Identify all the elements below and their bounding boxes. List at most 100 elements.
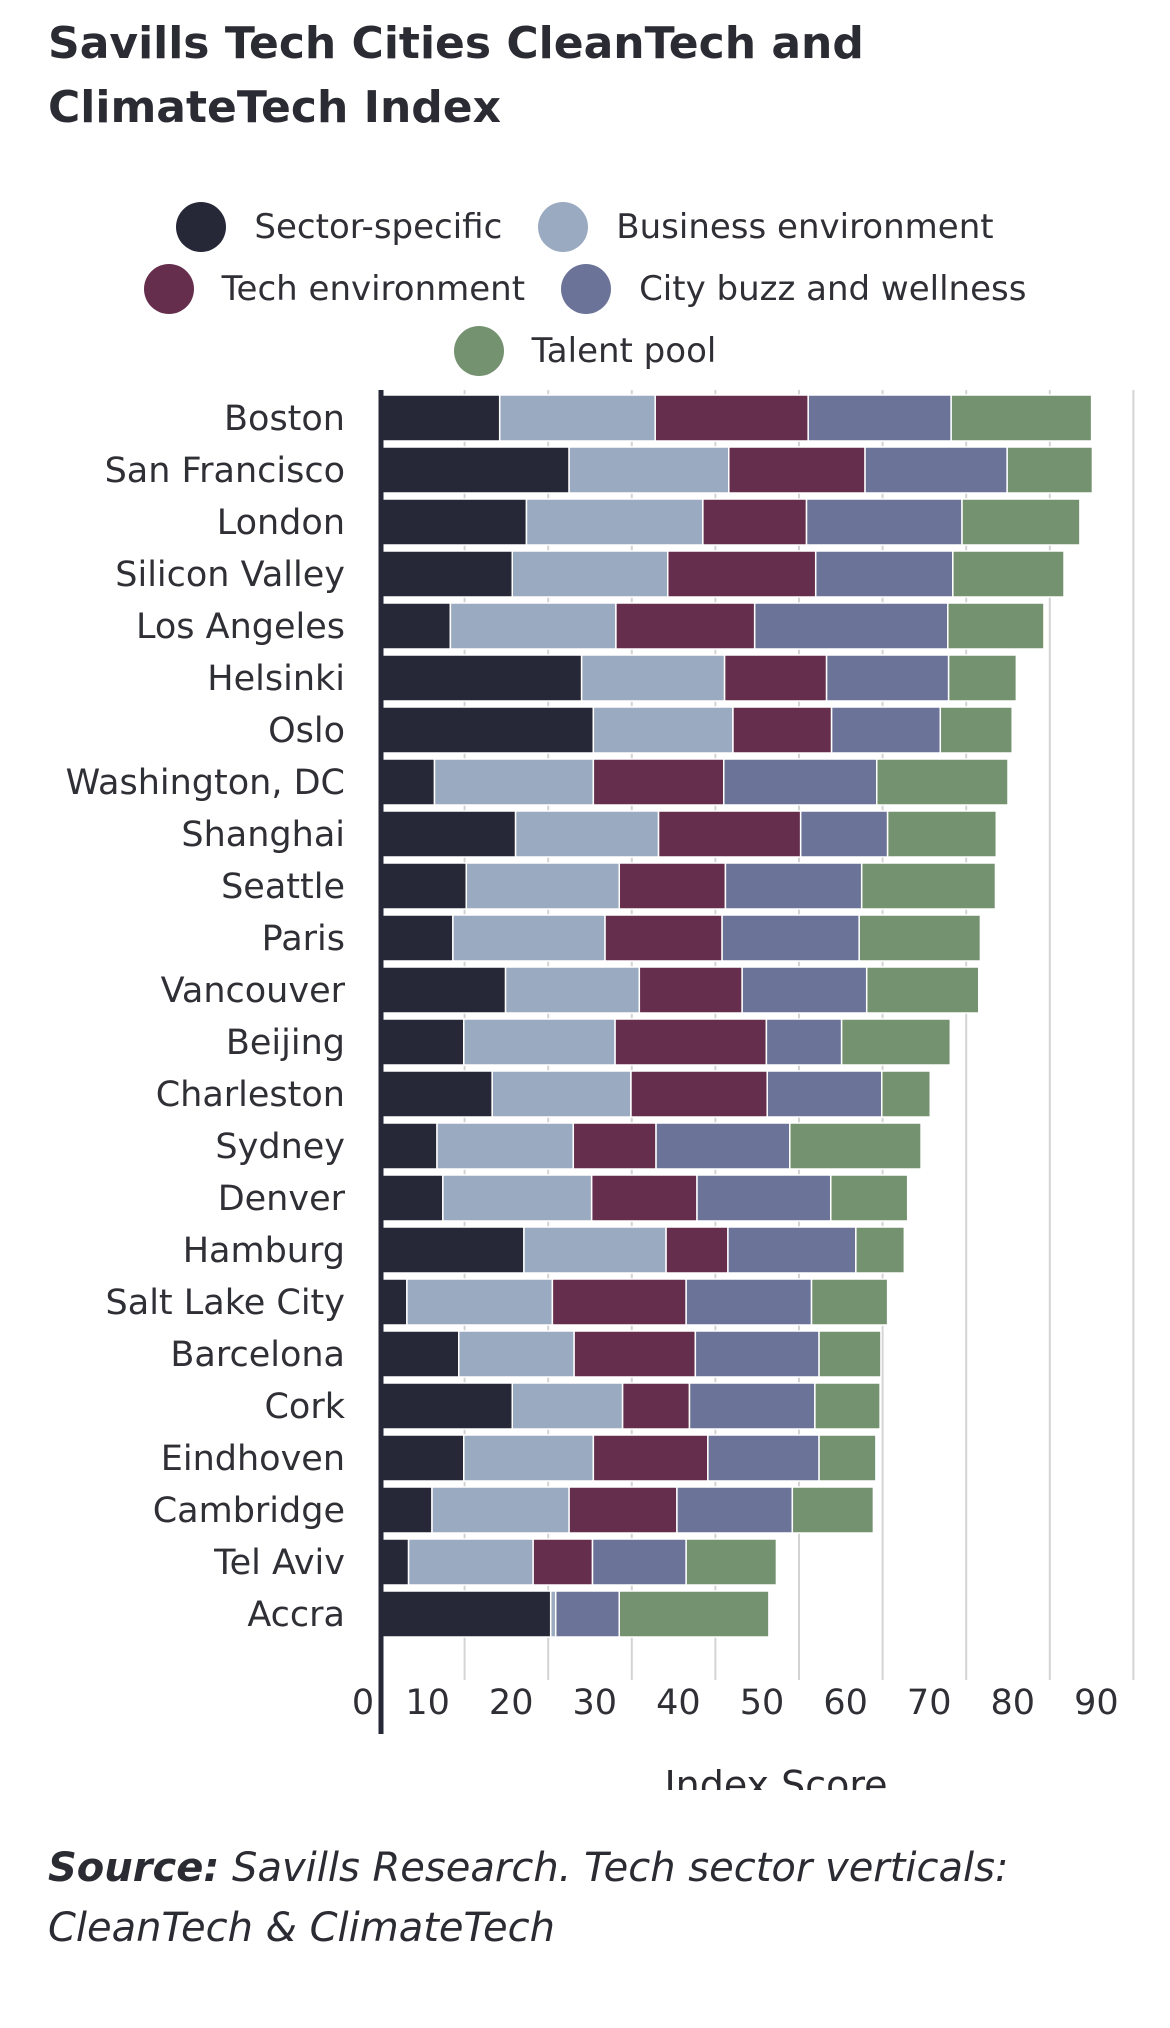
bar-san-francisco-sector-specific xyxy=(380,446,570,494)
category-label-accra: Accra xyxy=(247,1595,345,1635)
category-label-silicon-valley: Silicon Valley xyxy=(115,555,345,595)
category-label-seattle: Seattle xyxy=(221,867,345,907)
bar-san-francisco-tech-environment xyxy=(728,446,866,494)
bar-shanghai-business-environment xyxy=(514,810,660,858)
bar-oslo-talent-pool xyxy=(939,706,1013,754)
bar-beijing-city-buzz-and-wellness xyxy=(765,1018,843,1066)
bar-accra-sector-specific xyxy=(380,1590,552,1638)
legend-row-2: Tech environment City buzz and wellness xyxy=(0,258,1170,320)
category-label-sydney: Sydney xyxy=(215,1127,345,1167)
bar-tel-aviv-business-environment xyxy=(407,1538,534,1586)
bar-beijing-tech-environment xyxy=(614,1018,768,1066)
bar-silicon-valley-talent-pool xyxy=(952,550,1065,598)
category-label-beijing: Beijing xyxy=(226,1023,345,1063)
bar-london-sector-specific xyxy=(380,498,528,546)
bar-sydney-city-buzz-and-wellness xyxy=(655,1122,791,1170)
bar-sydney-business-environment xyxy=(436,1122,575,1170)
bar-charleston-city-buzz-and-wellness xyxy=(766,1070,883,1118)
bar-salt-lake-city-tech-environment xyxy=(551,1278,687,1326)
bar-charleston-business-environment xyxy=(491,1070,632,1118)
legend-row-3: Talent pool xyxy=(0,320,1170,382)
bar-cork-business-environment xyxy=(511,1382,624,1430)
bar-shanghai-tech-environment xyxy=(657,810,802,858)
bar-vancouver-sector-specific xyxy=(380,966,507,1014)
bar-accra-business-environment xyxy=(549,1590,557,1638)
category-label-tel-aviv: Tel Aviv xyxy=(213,1543,345,1583)
legend-swatch-tech-environment xyxy=(143,264,194,314)
x-tick-label-80: 80 xyxy=(991,1683,1036,1723)
bar-cork-sector-specific xyxy=(380,1382,514,1430)
bar-vancouver-talent-pool xyxy=(865,966,980,1014)
chart-title: Savills Tech Cities CleanTech and Climat… xyxy=(48,12,1128,140)
legend-swatch-talent-pool xyxy=(453,326,504,376)
category-label-san-francisco: San Francisco xyxy=(105,451,345,491)
bar-paris-city-buzz-and-wellness xyxy=(721,914,860,962)
bar-tel-aviv-talent-pool xyxy=(685,1538,778,1586)
chart-title-line-1: Savills Tech Cities CleanTech and xyxy=(48,18,864,69)
bar-boston-sector-specific xyxy=(380,394,501,442)
bar-tel-aviv-sector-specific xyxy=(380,1538,410,1586)
bar-denver-sector-specific xyxy=(380,1174,444,1222)
bar-paris-business-environment xyxy=(452,914,606,962)
bar-sydney-sector-specific xyxy=(380,1122,438,1170)
bar-seattle-sector-specific xyxy=(380,862,468,910)
bar-boston-business-environment xyxy=(498,394,656,442)
legend-label-tech-environment: Tech environment xyxy=(221,269,526,309)
bar-beijing-talent-pool xyxy=(840,1018,952,1066)
bar-helsinki-tech-environment xyxy=(723,654,828,702)
bar-san-francisco-city-buzz-and-wellness xyxy=(864,446,1008,494)
category-label-helsinki: Helsinki xyxy=(207,659,345,699)
source-label: Source: xyxy=(48,1845,220,1891)
bar-beijing-sector-specific xyxy=(380,1018,465,1066)
bar-denver-tech-environment xyxy=(590,1174,698,1222)
bar-oslo-sector-specific xyxy=(380,706,595,754)
bar-barcelona-business-environment xyxy=(457,1330,575,1378)
bar-tel-aviv-tech-environment xyxy=(532,1538,594,1586)
category-label-washington-dc: Washington, DC xyxy=(66,763,345,803)
bar-sydney-tech-environment xyxy=(572,1122,657,1170)
bar-eindhoven-city-buzz-and-wellness xyxy=(707,1434,820,1482)
bar-eindhoven-business-environment xyxy=(463,1434,595,1482)
category-label-london: London xyxy=(217,503,345,543)
bar-london-tech-environment xyxy=(702,498,808,546)
bar-cambridge-talent-pool xyxy=(791,1486,875,1534)
category-label-vancouver: Vancouver xyxy=(161,971,346,1011)
x-tick-label-10: 10 xyxy=(405,1683,450,1723)
source-note: Source: Savills Research. Tech sector ve… xyxy=(48,1838,1138,1958)
category-label-oslo: Oslo xyxy=(268,711,345,751)
bar-denver-business-environment xyxy=(442,1174,593,1222)
category-label-boston: Boston xyxy=(224,399,345,439)
x-tick-label-50: 50 xyxy=(740,1683,785,1723)
bar-cambridge-city-buzz-and-wellness xyxy=(676,1486,794,1534)
x-tick-label-40: 40 xyxy=(656,1683,701,1723)
category-label-eindhoven: Eindhoven xyxy=(161,1439,345,1479)
bar-helsinki-sector-specific xyxy=(380,654,583,702)
bar-vancouver-city-buzz-and-wellness xyxy=(741,966,868,1014)
bar-silicon-valley-city-buzz-and-wellness xyxy=(814,550,954,598)
bar-paris-talent-pool xyxy=(858,914,982,962)
bar-boston-city-buzz-and-wellness xyxy=(807,394,952,442)
bar-cork-city-buzz-and-wellness xyxy=(688,1382,816,1430)
bar-eindhoven-sector-specific xyxy=(380,1434,465,1482)
bar-salt-lake-city-city-buzz-and-wellness xyxy=(685,1278,813,1326)
bar-boston-tech-environment xyxy=(654,394,809,442)
bar-washington-dc-business-environment xyxy=(433,758,595,806)
source-text: Savills Research. Tech sector verticals:… xyxy=(48,1845,1009,1951)
bar-tel-aviv-city-buzz-and-wellness xyxy=(591,1538,687,1586)
category-label-charleston: Charleston xyxy=(156,1075,345,1115)
legend-label-business-environment: Business environment xyxy=(616,207,994,247)
bar-los-angeles-city-buzz-and-wellness xyxy=(753,602,949,650)
category-label-salt-lake-city: Salt Lake City xyxy=(106,1283,345,1323)
bar-barcelona-sector-specific xyxy=(380,1330,460,1378)
bar-hamburg-sector-specific xyxy=(380,1226,525,1274)
bar-helsinki-business-environment xyxy=(580,654,726,702)
category-label-denver: Denver xyxy=(218,1179,346,1219)
x-tick-label-20: 20 xyxy=(489,1683,534,1723)
bar-salt-lake-city-talent-pool xyxy=(810,1278,889,1326)
bar-seattle-city-buzz-and-wellness xyxy=(724,862,863,910)
bar-london-city-buzz-and-wellness xyxy=(805,498,963,546)
bar-cork-tech-environment xyxy=(621,1382,691,1430)
bar-eindhoven-talent-pool xyxy=(818,1434,877,1482)
bar-accra-talent-pool xyxy=(618,1590,770,1638)
legend-swatch-city-buzz-and-wellness xyxy=(561,264,612,314)
